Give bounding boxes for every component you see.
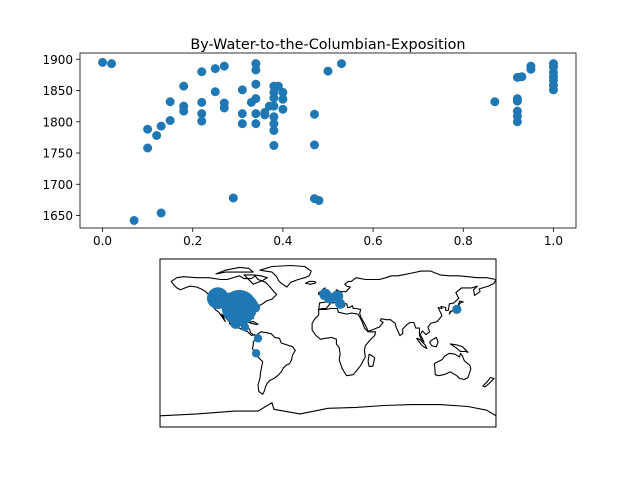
scatter-point bbox=[251, 119, 260, 128]
scatter-point bbox=[324, 67, 333, 76]
scatter-point bbox=[229, 194, 238, 203]
y-tick-label: 1750 bbox=[42, 147, 73, 161]
scatter-point bbox=[238, 119, 247, 128]
scatter-point bbox=[166, 116, 175, 125]
scatter-point bbox=[197, 117, 206, 126]
scatter-point bbox=[251, 109, 260, 118]
scatter-point bbox=[526, 65, 535, 74]
map-point bbox=[335, 299, 345, 309]
x-tick-label: 0.8 bbox=[454, 234, 473, 248]
map-point bbox=[452, 305, 461, 314]
map-point bbox=[230, 318, 241, 329]
y-tick-label: 1850 bbox=[42, 84, 73, 98]
scatter-point bbox=[269, 102, 278, 111]
scatter-point bbox=[211, 64, 220, 73]
scatter-point bbox=[179, 107, 188, 116]
scatter-point bbox=[337, 59, 346, 68]
scatter-point bbox=[98, 58, 107, 67]
scatter-point bbox=[251, 65, 260, 74]
scatter-point bbox=[314, 196, 323, 205]
y-tick-label: 1650 bbox=[42, 209, 73, 223]
map-point bbox=[250, 302, 260, 312]
scatter-point bbox=[513, 117, 522, 126]
scatter-point bbox=[197, 98, 206, 107]
scatter-point bbox=[238, 109, 247, 118]
scatter-point bbox=[220, 104, 229, 113]
scatter-point bbox=[143, 144, 152, 153]
scatter-point bbox=[166, 97, 175, 106]
scatter-point bbox=[247, 98, 256, 107]
scatter-point bbox=[517, 72, 526, 81]
x-tick-label: 0.0 bbox=[93, 234, 112, 248]
scatter-point bbox=[157, 122, 166, 131]
scatter-point bbox=[269, 94, 278, 103]
scatter-point bbox=[157, 209, 166, 218]
chart-title: By-Water-to-the-Columbian-Exposition bbox=[190, 37, 465, 53]
scatter-point bbox=[513, 97, 522, 106]
scatter-point bbox=[107, 59, 116, 68]
scatter-point bbox=[269, 126, 278, 135]
x-tick-label: 1.0 bbox=[544, 234, 563, 248]
x-tick-label: 0.2 bbox=[183, 234, 202, 248]
scatter-point bbox=[220, 62, 229, 71]
scatter-point bbox=[238, 85, 247, 94]
map-point bbox=[241, 323, 249, 331]
x-tick-label: 0.6 bbox=[364, 234, 383, 248]
scatter-point bbox=[152, 131, 161, 140]
scatter-point bbox=[179, 82, 188, 91]
map-point bbox=[254, 334, 262, 342]
scatter-point bbox=[269, 141, 278, 150]
y-tick-label: 1800 bbox=[42, 115, 73, 129]
scatter-point bbox=[549, 85, 558, 94]
scatter-point bbox=[310, 110, 319, 119]
scatter-point bbox=[197, 67, 206, 76]
x-tick-label: 0.4 bbox=[273, 234, 292, 248]
scatter-point bbox=[278, 105, 287, 114]
scatter-point bbox=[310, 140, 319, 149]
scatter-point bbox=[278, 95, 287, 104]
scatter-point bbox=[130, 216, 139, 225]
scatter-point bbox=[490, 97, 499, 106]
map-point bbox=[252, 349, 260, 357]
scatter-point bbox=[211, 87, 220, 96]
scatter-point bbox=[143, 125, 152, 134]
y-tick-label: 1700 bbox=[42, 178, 73, 192]
y-tick-label: 1900 bbox=[42, 53, 73, 67]
scatter-point bbox=[251, 80, 260, 89]
